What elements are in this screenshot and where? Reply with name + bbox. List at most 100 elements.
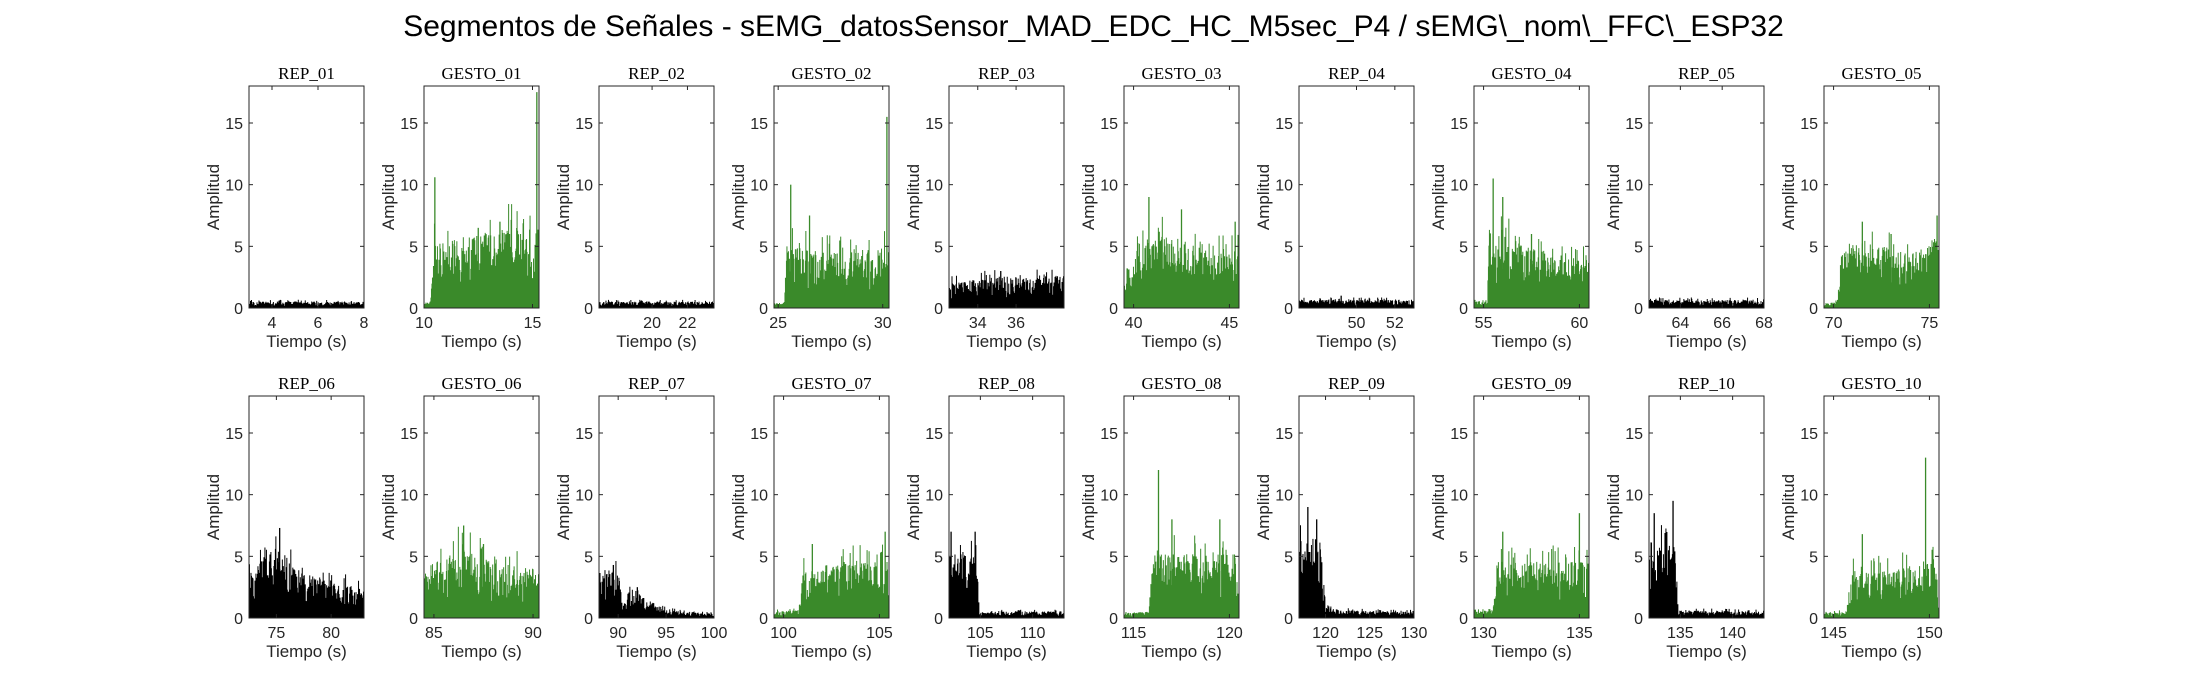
subplot-gesto-04: 0 5 10 15 55 60 GESTO_04 Tiempo (s) Amplitud	[1429, 64, 1590, 351]
y-axis-label: Amplitud	[904, 474, 923, 540]
x-axis-label: Tiempo (s)	[1141, 332, 1222, 351]
axes-box	[1823, 395, 1940, 619]
subplot-rep-09: 0 5 10 15 120 125 130 REP_09 Tiempo (s) Amplitud	[1254, 374, 1427, 661]
y-tick-label: 10	[575, 178, 593, 195]
subplot-rep-03: 0 5 10 15 34 36 REP_03 Tiempo (s) Amplitud	[904, 64, 1065, 351]
y-tick-label: 10	[1800, 488, 1818, 505]
x-axis-label: Tiempo (s)	[1316, 642, 1397, 661]
y-tick-label: 10	[1100, 178, 1118, 195]
y-tick-label: 15	[1450, 116, 1468, 133]
y-tick-label: 5	[1459, 239, 1468, 256]
x-tick-label: 66	[1713, 315, 1731, 332]
x-tick-label: 34	[969, 315, 987, 332]
y-tick-label: 5	[1284, 549, 1293, 566]
signal-trace	[1824, 231, 1939, 308]
y-axis-label: Amplitud	[204, 474, 223, 540]
x-axis-label: Tiempo (s)	[441, 642, 522, 661]
x-tick-label: 52	[1386, 315, 1404, 332]
y-tick-label: 0	[1634, 611, 1643, 628]
y-tick-label: 15	[750, 426, 768, 443]
y-tick-label: 5	[759, 549, 768, 566]
y-tick-label: 5	[1809, 239, 1818, 256]
subplot-gesto-08: 0 5 10 15 115 120 GESTO_08 Tiempo (s) Amplitud	[1079, 374, 1243, 661]
y-axis-label: Amplitud	[1429, 164, 1448, 230]
signal-trace	[424, 526, 539, 618]
y-axis-label: Amplitud	[1079, 474, 1098, 540]
y-tick-label: 15	[575, 426, 593, 443]
y-tick-label: 15	[1625, 116, 1643, 133]
y-tick-label: 0	[409, 611, 418, 628]
y-axis-label: Amplitud	[1779, 474, 1798, 540]
y-tick-label: 10	[1100, 488, 1118, 505]
figure-title: Segmentos de Señales - sEMG_datosSensor_…	[403, 10, 1784, 43]
x-tick-label: 20	[643, 315, 661, 332]
x-axis-label: Tiempo (s)	[1666, 642, 1747, 661]
subplot-title: GESTO_01	[442, 64, 522, 83]
subplot-gesto-02: 0 5 10 15 25 30 GESTO_02 Tiempo (s) Amplitud	[729, 64, 892, 351]
axes-box	[1298, 85, 1415, 309]
y-tick-label: 5	[759, 239, 768, 256]
signal-trace	[249, 536, 364, 618]
y-tick-label: 10	[400, 178, 418, 195]
y-tick-label: 15	[1450, 426, 1468, 443]
y-tick-label: 10	[750, 178, 768, 195]
x-tick-label: 130	[1401, 625, 1428, 642]
y-tick-label: 10	[1275, 178, 1293, 195]
y-tick-label: 0	[1809, 301, 1818, 318]
x-axis-label: Tiempo (s)	[616, 332, 697, 351]
subplot-rep-07: 0 5 10 15 90 95 100 REP_07 Tiempo (s) Amplitud	[554, 374, 727, 661]
x-tick-label: 130	[1470, 625, 1497, 642]
x-axis-label: Tiempo (s)	[616, 642, 697, 661]
subplot-title: REP_06	[278, 374, 335, 393]
subplot-gesto-05: 0 5 10 15 70 75 GESTO_05 Tiempo (s) Amplitud	[1779, 64, 1940, 351]
x-axis-label: Tiempo (s)	[1141, 642, 1222, 661]
x-tick-label: 4	[268, 315, 277, 332]
signal-trace	[424, 204, 539, 308]
x-tick-label: 55	[1475, 315, 1493, 332]
subplot-title: GESTO_02	[792, 64, 872, 83]
x-tick-label: 90	[609, 625, 627, 642]
subplot-title: REP_10	[1678, 374, 1735, 393]
y-axis-label: Amplitud	[729, 474, 748, 540]
x-tick-label: 100	[701, 625, 728, 642]
y-tick-label: 0	[584, 301, 593, 318]
y-axis-label: Amplitud	[204, 164, 223, 230]
y-axis-label: Amplitud	[904, 164, 923, 230]
y-tick-label: 0	[1459, 301, 1468, 318]
axes-box	[948, 395, 1065, 619]
subplot-rep-06: 0 5 10 15 75 80 REP_06 Tiempo (s) Amplitud	[204, 374, 365, 661]
subplot-title: REP_07	[628, 374, 685, 393]
axes-box	[248, 395, 365, 619]
signal-trace	[774, 544, 889, 618]
y-axis-label: Amplitud	[1604, 164, 1623, 230]
subplot-title: REP_04	[1328, 64, 1385, 83]
y-tick-label: 0	[584, 611, 593, 628]
x-tick-label: 45	[1221, 315, 1239, 332]
axes-box	[1823, 85, 1940, 309]
y-tick-label: 10	[225, 488, 243, 505]
x-tick-label: 95	[657, 625, 675, 642]
y-tick-label: 5	[1634, 549, 1643, 566]
x-tick-label: 40	[1125, 315, 1143, 332]
x-tick-label: 100	[770, 625, 797, 642]
y-tick-label: 5	[934, 239, 943, 256]
subplot-gesto-06: 0 5 10 15 85 90 GESTO_06 Tiempo (s) Amplitud	[379, 374, 542, 661]
y-tick-label: 0	[934, 301, 943, 318]
signal-trace	[599, 561, 714, 618]
y-axis-label: Amplitud	[554, 474, 573, 540]
y-tick-label: 0	[1284, 301, 1293, 318]
subplot-title: GESTO_07	[792, 374, 872, 393]
subplot-gesto-10: 0 5 10 15 145 150 GESTO_10 Tiempo (s) Amplitud	[1779, 374, 1943, 661]
x-tick-label: 30	[874, 315, 892, 332]
x-axis-label: Tiempo (s)	[1491, 642, 1572, 661]
x-tick-label: 135	[1667, 625, 1694, 642]
y-tick-label: 5	[1634, 239, 1643, 256]
subplot-title: REP_03	[978, 64, 1035, 83]
y-axis-label: Amplitud	[554, 164, 573, 230]
y-tick-label: 5	[584, 549, 593, 566]
subplot-rep-05: 0 5 10 15 64 66 68 REP_05 Tiempo (s) Amplitud	[1604, 64, 1773, 351]
signal-trace	[774, 228, 889, 308]
y-tick-label: 5	[234, 549, 243, 566]
y-tick-label: 15	[225, 116, 243, 133]
axes-box	[1473, 395, 1590, 619]
